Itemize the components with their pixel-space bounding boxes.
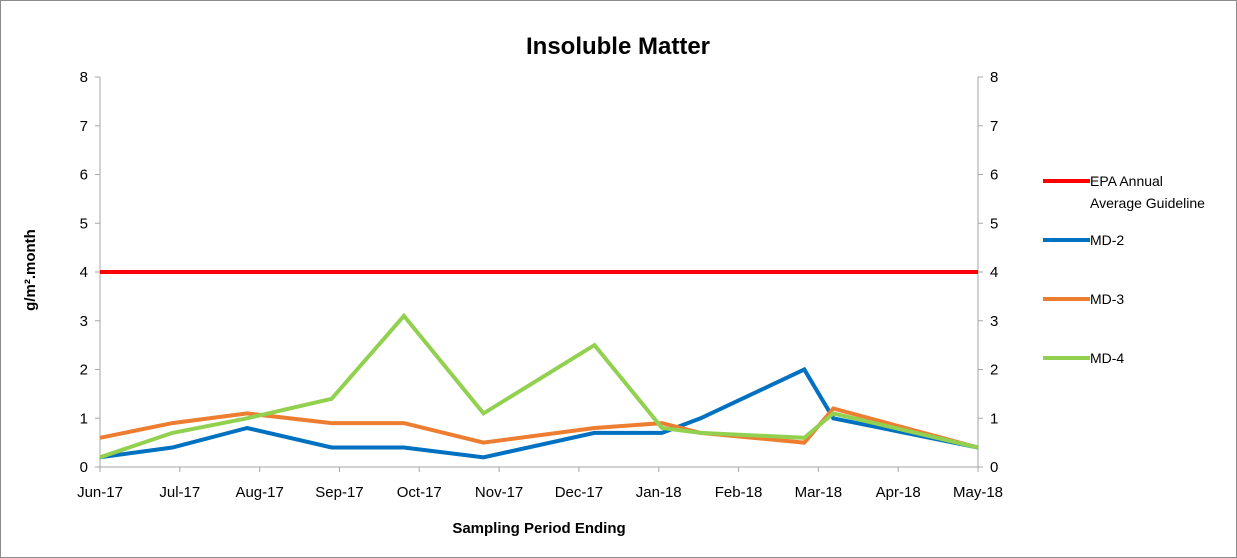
y2-tick-label: 7 bbox=[990, 118, 998, 135]
x-tick-label: Jun-17 bbox=[77, 484, 123, 501]
legend-label-epa-annual-average-guideline: Average Guideline bbox=[1090, 195, 1205, 211]
y2-tick-label: 6 bbox=[990, 167, 998, 184]
x-tick-label: Dec-17 bbox=[555, 484, 603, 501]
legend-label-md-2: MD-2 bbox=[1090, 232, 1124, 248]
legend-label-md-3: MD-3 bbox=[1090, 291, 1124, 307]
y2-tick-label: 2 bbox=[990, 362, 998, 379]
y2-tick-label: 4 bbox=[990, 264, 998, 281]
series-line-md-4 bbox=[99, 312, 979, 460]
chart-title: Insoluble Matter bbox=[526, 33, 710, 60]
x-tick-label: Mar-18 bbox=[795, 484, 843, 501]
x-axis-title: Sampling Period Ending bbox=[452, 520, 625, 537]
y-axis-title: g/m².month bbox=[22, 229, 39, 311]
y-tick-label: 0 bbox=[80, 459, 88, 476]
series-line-md-2 bbox=[99, 366, 979, 460]
y2-tick-label: 0 bbox=[990, 459, 998, 476]
x-tick-label: Nov-17 bbox=[475, 484, 523, 501]
x-tick-label: Apr-18 bbox=[876, 484, 921, 501]
x-tick-label: May-18 bbox=[953, 484, 1003, 501]
x-tick-label: Jul-17 bbox=[159, 484, 200, 501]
y2-tick-label: 5 bbox=[990, 215, 998, 232]
series-line-md-3 bbox=[99, 406, 979, 450]
x-tick-label: Oct-17 bbox=[397, 484, 442, 501]
x-tick-label: Sep-17 bbox=[315, 484, 363, 501]
x-tick-label: Aug-17 bbox=[235, 484, 283, 501]
x-tick-label: Feb-18 bbox=[715, 484, 763, 501]
series-layer bbox=[99, 270, 979, 460]
y-tick-label: 3 bbox=[80, 313, 88, 330]
legend: EPA Annual Average Guideline MD-2 MD-3 MD-4 bbox=[1043, 173, 1205, 366]
y-tick-label: 1 bbox=[80, 410, 88, 427]
y-tick-label: 4 bbox=[80, 264, 88, 281]
y2-tick-label: 1 bbox=[990, 410, 998, 427]
y2-tick-label: 3 bbox=[990, 313, 998, 330]
y-tick-label: 7 bbox=[80, 118, 88, 135]
axes: 0 1 2 3 4 5 6 7 8 0 1 2 3 4 5 6 7 8 Jun-17 Jul-17 Aug-17 Sep-… bbox=[77, 69, 1003, 501]
y-tick-label: 8 bbox=[80, 69, 88, 86]
y-tick-label: 5 bbox=[80, 215, 88, 232]
legend-label-md-4: MD-4 bbox=[1090, 350, 1124, 366]
y-tick-label: 6 bbox=[80, 167, 88, 184]
y2-tick-label: 8 bbox=[990, 69, 998, 86]
y-tick-label: 2 bbox=[80, 362, 88, 379]
legend-label-epa-annual-average-guideline: EPA Annual bbox=[1090, 173, 1163, 189]
x-tick-label: Jan-18 bbox=[636, 484, 682, 501]
